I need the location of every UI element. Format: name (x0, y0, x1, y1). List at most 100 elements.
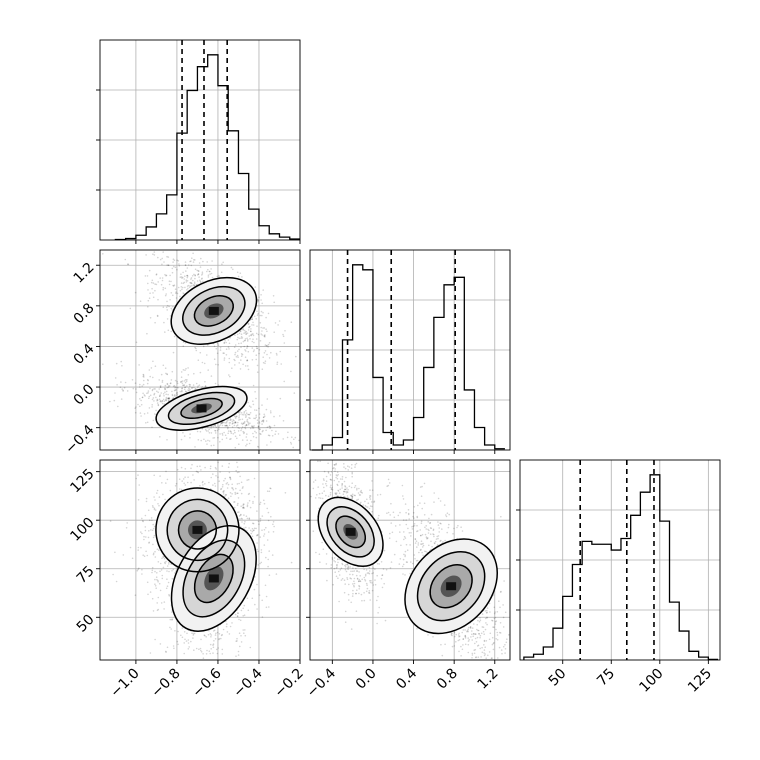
scatter-point (251, 340, 254, 343)
scatter-point (251, 347, 254, 349)
scatter-point (152, 536, 155, 539)
scatter-point (163, 400, 166, 403)
scatter-point (206, 426, 209, 429)
scatter-point (217, 344, 220, 347)
scatter-point (165, 398, 167, 401)
scatter-point (199, 465, 201, 468)
scatter-point (256, 583, 258, 586)
scatter-point (181, 380, 184, 382)
scatter-point (180, 376, 183, 379)
scatter-point (160, 373, 163, 376)
scatter-point (330, 564, 333, 566)
scatter-point (236, 354, 239, 357)
scatter-point (344, 583, 347, 585)
scatter-point (247, 339, 249, 341)
scatter-point (220, 422, 222, 425)
scatter-point (140, 415, 142, 417)
scatter-point (134, 594, 137, 596)
scatter-point (139, 386, 141, 388)
scatter-point (238, 511, 240, 513)
scatter-point (260, 294, 262, 296)
scatter-point (351, 497, 353, 500)
scatter-point (166, 570, 168, 572)
scatter-point (174, 572, 176, 574)
scatter-point (257, 446, 260, 448)
scatter-point (316, 494, 318, 496)
scatter-point (157, 404, 160, 407)
scatter-point (209, 467, 212, 470)
scatter-point (236, 615, 239, 618)
scatter-point (189, 388, 191, 391)
scatter-point (372, 572, 375, 574)
scatter-point (197, 273, 200, 276)
scatter-point (159, 395, 161, 398)
scatter-point (257, 422, 259, 424)
scatter-point (152, 253, 154, 255)
scatter-point (164, 287, 167, 290)
scatter-point (245, 350, 247, 352)
scatter-point (353, 577, 356, 580)
scatter-point (135, 341, 138, 344)
scatter-point (168, 570, 170, 573)
scatter-point (114, 551, 116, 554)
scatter-point (252, 400, 254, 403)
scatter-point (229, 478, 232, 481)
scatter-point (229, 430, 232, 432)
scatter-point (146, 421, 149, 424)
scatter-point (212, 630, 215, 632)
scatter-point (181, 390, 183, 393)
scatter-point (267, 346, 269, 348)
scatter-point (350, 628, 353, 630)
scatter-point (239, 619, 242, 622)
scatter-point (374, 568, 376, 570)
scatter-point (170, 280, 172, 283)
scatter-point (168, 385, 171, 387)
scatter-point (229, 418, 232, 420)
scatter-point (249, 417, 251, 420)
scatter-point (155, 274, 158, 276)
scatter-point (202, 653, 204, 655)
scatter-point (171, 570, 173, 572)
scatter-point (258, 349, 261, 351)
scatter-point (251, 530, 254, 533)
scatter-point (361, 578, 364, 581)
scatter-point (266, 344, 268, 347)
scatter-point (364, 580, 367, 582)
scatter-point (187, 264, 190, 266)
scatter-point (174, 389, 177, 391)
scatter-point (325, 553, 328, 555)
scatter-point (117, 405, 119, 408)
scatter-point (343, 463, 345, 465)
scatter-point (179, 390, 182, 393)
scatter-point (147, 536, 150, 539)
scatter-point (325, 482, 327, 485)
scatter-point (164, 273, 166, 276)
scatter-point (193, 282, 196, 285)
scatter-point (233, 346, 236, 349)
scatter-point (359, 491, 362, 493)
scatter-point (257, 299, 260, 302)
scatter-point (159, 258, 162, 261)
scatter-point (161, 379, 164, 382)
scatter-point (207, 276, 210, 278)
scatter-point (212, 644, 214, 646)
scatter-point (237, 502, 239, 505)
scatter-point (147, 509, 150, 512)
scatter-point (171, 397, 174, 400)
scatter-point (336, 566, 338, 568)
scatter-point (171, 393, 174, 396)
scatter-point (252, 529, 255, 532)
scatter-point (258, 594, 261, 596)
scatter-point (246, 597, 249, 600)
scatter-point (245, 424, 248, 426)
scatter-point (290, 443, 293, 445)
scatter-point (109, 520, 112, 522)
scatter-point (151, 406, 153, 408)
scatter-point (156, 489, 159, 492)
scatter-point (369, 496, 371, 499)
scatter-point (226, 419, 229, 422)
scatter-point (253, 529, 255, 531)
scatter-point (159, 386, 162, 388)
scatter-point (157, 298, 159, 301)
scatter-point (245, 436, 248, 438)
